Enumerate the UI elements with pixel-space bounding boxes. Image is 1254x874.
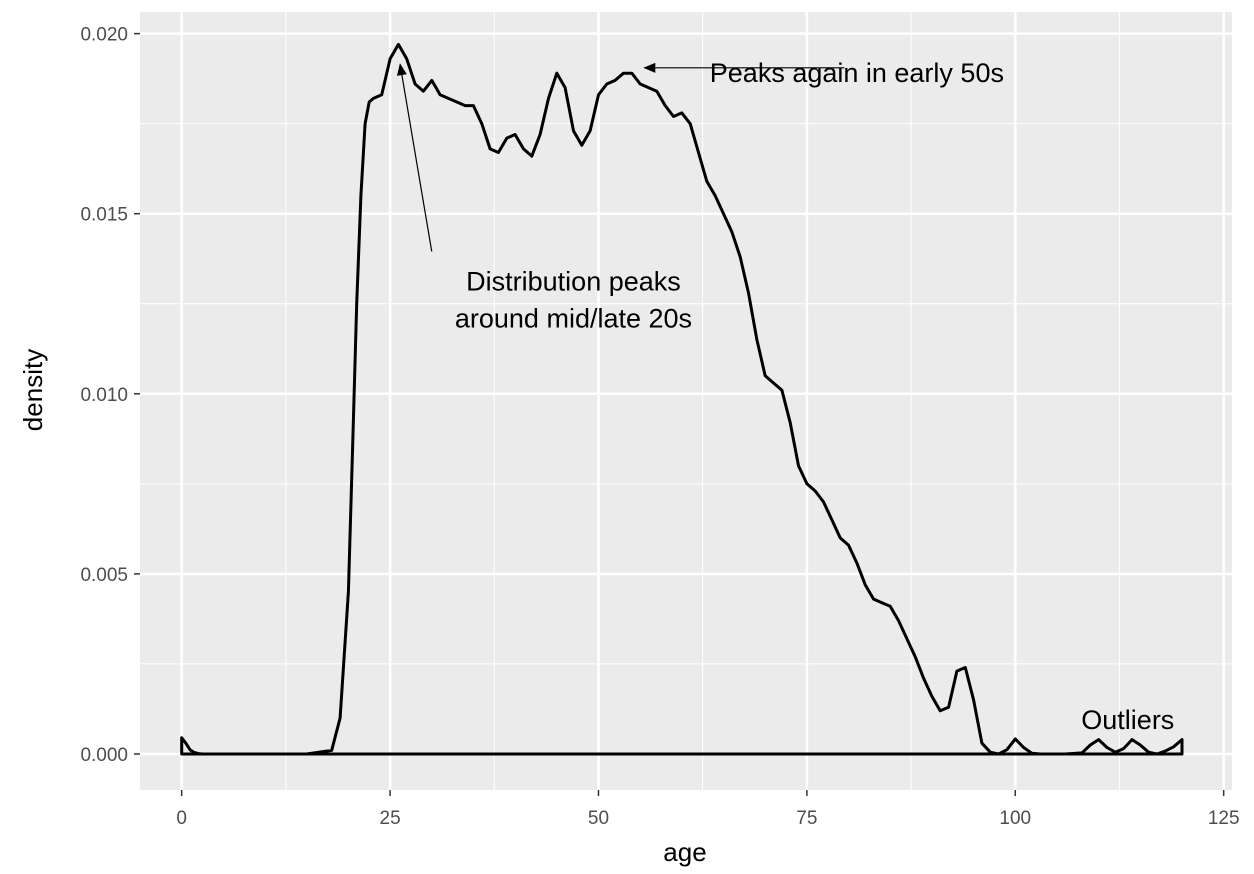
series-layer (180, 42, 1184, 756)
annotation-text: around mid/late 20s (455, 304, 692, 334)
density-line (180, 42, 1184, 756)
annotation-text: Outliers (1081, 705, 1174, 735)
x-tick-label: 75 (796, 808, 817, 829)
y-tick-label: 0.015 (80, 205, 128, 226)
major-gridlines (140, 12, 1232, 790)
annotation-text: Distribution peaks (466, 267, 681, 297)
plot-panel (140, 12, 1232, 790)
x-tick-label: 125 (1208, 808, 1240, 829)
y-tick-label: 0.005 (80, 565, 128, 586)
annotation-layer: Peaks again in early 50s Distribution pea… (396, 58, 1174, 735)
x-axis: 0 25 50 75 100 125 (176, 790, 1240, 829)
annotation-text: Peaks again in early 50s (710, 58, 1004, 88)
y-axis-title: density (18, 349, 48, 431)
minor-gridlines (140, 12, 1232, 790)
y-tick-label: 0.010 (80, 385, 128, 406)
y-tick-label: 0.000 (80, 745, 128, 766)
annotation-arrow (396, 63, 433, 252)
x-tick-label: 25 (380, 808, 401, 829)
x-tick-label: 50 (588, 808, 609, 829)
x-tick-label: 100 (999, 808, 1031, 829)
x-axis-title: age (663, 837, 706, 867)
y-tick-label: 0.020 (80, 25, 128, 46)
x-tick-label: 0 (176, 808, 187, 829)
y-axis: 0.000 0.005 0.010 0.015 0.020 (80, 25, 140, 766)
